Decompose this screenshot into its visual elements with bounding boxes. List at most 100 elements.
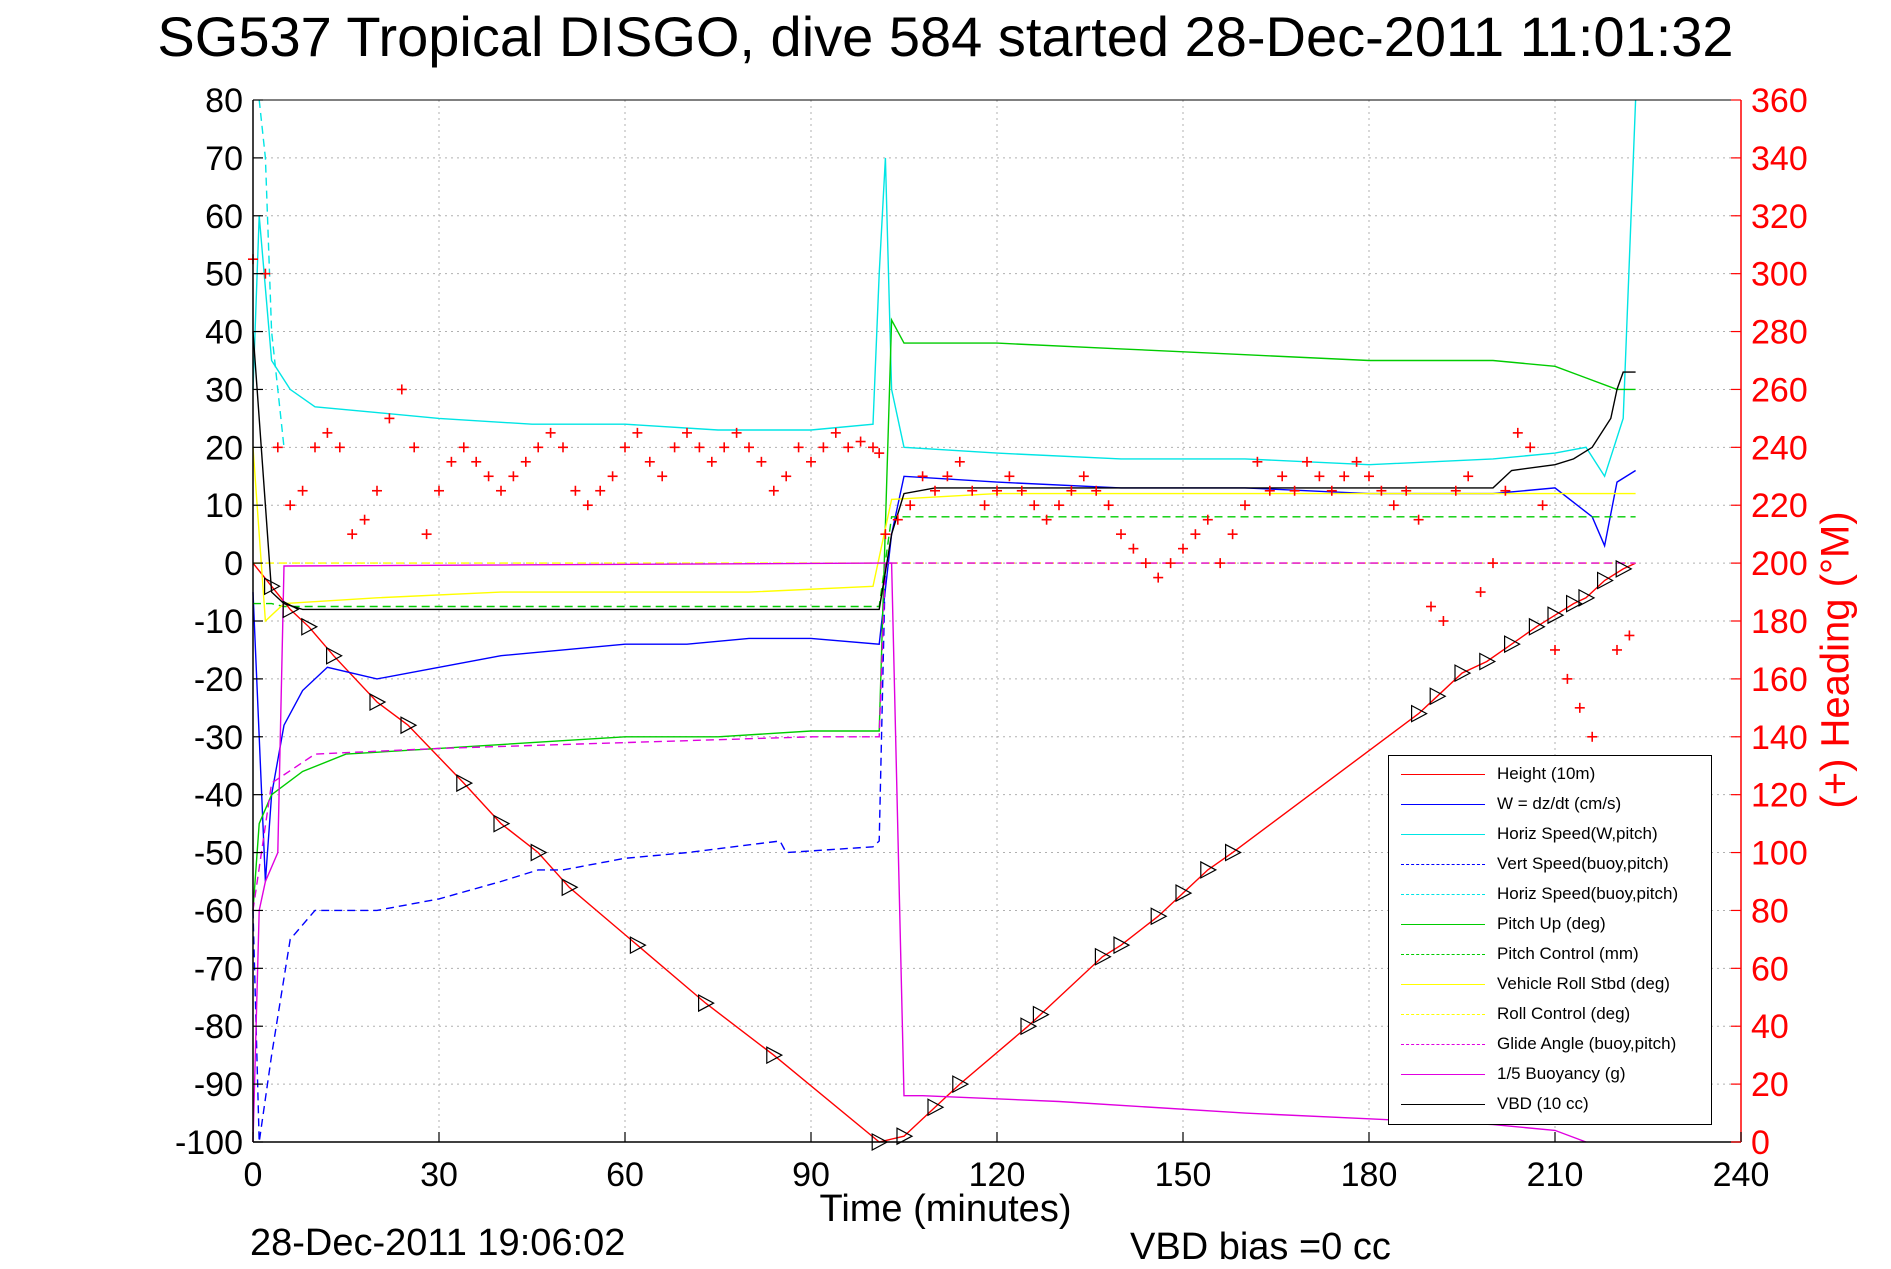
- legend-label: Roll Control (deg): [1497, 1004, 1631, 1023]
- height-marker: [1225, 843, 1242, 862]
- heading-marker: [905, 500, 916, 511]
- height-marker: [952, 1075, 970, 1094]
- series-line-11: [252, 331, 1636, 611]
- legend-item: Horiz Speed(W,pitch): [1389, 822, 1711, 850]
- height-marker: [1411, 704, 1428, 723]
- heading-marker: [272, 442, 283, 453]
- x-tick-label: 0: [244, 1156, 263, 1194]
- x-tick-label: 150: [1155, 1156, 1212, 1194]
- heading-marker: [384, 413, 395, 424]
- heading-marker: [1326, 485, 1337, 496]
- series-line-0: [252, 562, 1636, 1143]
- heading-marker: [1289, 485, 1300, 496]
- heading-marker: [694, 442, 705, 453]
- heading-marker: [979, 500, 990, 511]
- heading-marker: [1364, 471, 1374, 482]
- footer-vbd-bias: VBD bias =0 cc: [1130, 1226, 1391, 1268]
- y-tick-label: -20: [194, 661, 243, 699]
- heading-marker: [892, 514, 903, 525]
- legend: Height (10m) W = dz/dt (cm/s) Horiz Speed(…: [1388, 755, 1712, 1125]
- heading-marker: [1438, 616, 1449, 626]
- legend-label: Pitch Control (mm): [1497, 944, 1639, 963]
- heading-marker: [1116, 529, 1126, 540]
- heading-marker: [1178, 543, 1188, 554]
- heading-marker: [1550, 644, 1560, 655]
- heading-marker: [1140, 558, 1151, 569]
- height-marker: [1175, 884, 1193, 903]
- height-marker: [530, 843, 548, 862]
- heading-marker: [1574, 702, 1585, 713]
- height-marker: [561, 878, 579, 897]
- y-tick-label: -70: [194, 950, 243, 988]
- legend-item: Horiz Speed(buoy,pitch): [1389, 882, 1711, 910]
- legend-item: Vert Speed(buoy,pitch): [1389, 852, 1711, 880]
- heading-marker: [843, 442, 854, 453]
- y-right-tick-label: 0: [1751, 1124, 1770, 1162]
- heading-marker: [930, 485, 940, 496]
- heading-marker: [496, 485, 506, 496]
- heading-marker: [372, 485, 382, 496]
- legend-item: W = dz/dt (cm/s): [1389, 792, 1711, 820]
- heading-marker: [1500, 485, 1511, 496]
- heading-marker: [1426, 601, 1436, 612]
- y-tick-label: -90: [194, 1066, 243, 1104]
- height-marker: [1094, 947, 1112, 966]
- heading-marker: [706, 456, 717, 467]
- x-tick-label: 90: [792, 1156, 830, 1194]
- heading-marker: [880, 529, 891, 540]
- heading-marker: [731, 427, 742, 438]
- heading-marker: [768, 485, 779, 496]
- legend-item: Pitch Up (deg): [1389, 912, 1711, 940]
- height-marker: [369, 693, 387, 712]
- y-right-tick-label: 20: [1751, 1066, 1789, 1104]
- heading-marker: [285, 500, 296, 511]
- y-right-tick-label: 320: [1751, 198, 1808, 236]
- heading-marker: [1401, 485, 1412, 496]
- legend-swatch: [1401, 834, 1485, 835]
- y-right-tick-label: 340: [1751, 140, 1808, 178]
- heading-marker: [545, 427, 556, 438]
- legend-item: Vehicle Roll Stbd (deg): [1389, 972, 1711, 1000]
- y-tick-label: -80: [194, 1008, 243, 1046]
- height-marker: [1454, 664, 1472, 683]
- heading-marker: [297, 485, 308, 496]
- heading-marker: [446, 456, 457, 467]
- height-marker: [927, 1098, 945, 1117]
- series-line-2: [252, 99, 1637, 478]
- x-tick-label: 210: [1527, 1156, 1584, 1194]
- heading-marker: [830, 427, 841, 438]
- heading-marker: [570, 485, 581, 496]
- heading-marker: [347, 529, 358, 540]
- heading-marker: [1066, 485, 1077, 496]
- heading-marker: [874, 448, 885, 459]
- height-marker: [896, 1127, 914, 1146]
- height-marker: [1479, 652, 1497, 671]
- y-tick-label: 10: [205, 487, 243, 525]
- heading-marker: [1264, 485, 1275, 496]
- height-marker: [698, 994, 715, 1013]
- height-marker: [1597, 571, 1614, 590]
- heading-marker: [607, 471, 618, 482]
- legend-swatch: [1401, 1014, 1485, 1015]
- legend-label: W = dz/dt (cm/s): [1497, 794, 1622, 813]
- height-marker: [1528, 617, 1546, 636]
- heading-marker: [917, 471, 928, 482]
- heading-marker: [620, 442, 630, 453]
- height-marker: [1429, 687, 1447, 706]
- height-marker: [1150, 907, 1168, 926]
- heading-marker: [644, 456, 655, 467]
- series-line-4: [258, 99, 285, 448]
- heading-marker: [520, 456, 531, 467]
- heading-marker: [855, 436, 866, 447]
- heading-marker: [1587, 731, 1598, 742]
- heading-marker: [1153, 572, 1164, 583]
- series-layer: [248, 99, 1637, 1151]
- height-marker: [264, 577, 281, 596]
- y-right-tick-label: 40: [1751, 1008, 1789, 1046]
- series-line-1: [252, 469, 1636, 882]
- tick-labels: 0 30 60 90 120 150 180 210 240-100-90-80-70-60-5…: [175, 82, 1808, 1194]
- y-tick-label: 30: [205, 371, 243, 409]
- heading-marker: [1537, 500, 1548, 511]
- y-tick-label: 60: [205, 198, 243, 236]
- heading-marker: [1252, 456, 1263, 467]
